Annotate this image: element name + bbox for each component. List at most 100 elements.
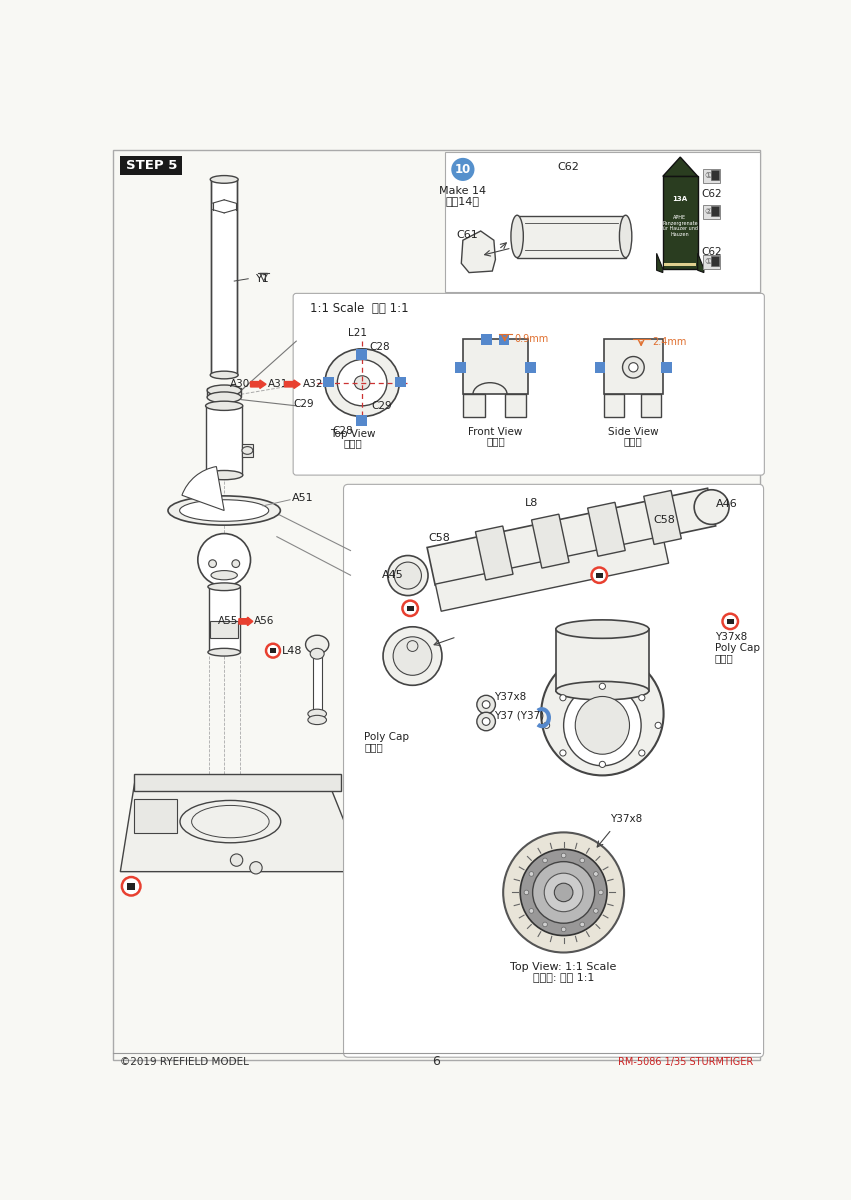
Ellipse shape bbox=[208, 583, 241, 590]
Circle shape bbox=[197, 534, 250, 586]
Circle shape bbox=[529, 871, 534, 876]
Polygon shape bbox=[643, 491, 682, 545]
Circle shape bbox=[544, 722, 550, 728]
Circle shape bbox=[543, 858, 547, 863]
Text: 侧视图: 侧视图 bbox=[624, 436, 643, 446]
Circle shape bbox=[599, 761, 605, 768]
Bar bbox=[356, 415, 367, 426]
Text: C29: C29 bbox=[371, 401, 392, 410]
Ellipse shape bbox=[388, 556, 428, 595]
Circle shape bbox=[524, 890, 528, 895]
Polygon shape bbox=[120, 775, 364, 871]
Bar bbox=[703, 169, 720, 182]
Ellipse shape bbox=[325, 349, 399, 416]
Ellipse shape bbox=[620, 215, 631, 258]
Bar bbox=[463, 395, 484, 418]
Text: A56: A56 bbox=[254, 617, 275, 626]
Text: 橡胶圈: 橡胶圈 bbox=[364, 742, 383, 752]
Bar bbox=[641, 395, 661, 418]
Ellipse shape bbox=[210, 175, 238, 184]
Polygon shape bbox=[476, 526, 513, 580]
Text: RM-5086 1/35 STURMTIGER: RM-5086 1/35 STURMTIGER bbox=[618, 1057, 753, 1067]
Bar bbox=[296, 296, 762, 472]
Text: C29: C29 bbox=[294, 400, 314, 409]
Bar bbox=[703, 254, 720, 269]
Text: 2.4mm: 2.4mm bbox=[653, 337, 687, 347]
Circle shape bbox=[383, 626, 442, 685]
Text: C62: C62 bbox=[701, 247, 722, 257]
Circle shape bbox=[483, 718, 490, 725]
Ellipse shape bbox=[211, 570, 237, 580]
Circle shape bbox=[477, 695, 495, 714]
Ellipse shape bbox=[168, 496, 280, 526]
Circle shape bbox=[232, 559, 240, 568]
Text: 制作14组: 制作14组 bbox=[446, 197, 480, 206]
Bar bbox=[206, 406, 242, 475]
Polygon shape bbox=[461, 232, 495, 272]
Circle shape bbox=[477, 713, 495, 731]
Polygon shape bbox=[427, 488, 716, 586]
FancyBboxPatch shape bbox=[344, 485, 763, 1057]
Text: C58: C58 bbox=[654, 515, 676, 524]
Ellipse shape bbox=[354, 376, 370, 390]
Bar bbox=[604, 338, 663, 395]
Ellipse shape bbox=[337, 360, 387, 406]
FancyArrow shape bbox=[250, 380, 266, 389]
Circle shape bbox=[208, 559, 216, 568]
Ellipse shape bbox=[206, 401, 243, 410]
Ellipse shape bbox=[575, 696, 630, 755]
Bar bbox=[445, 151, 760, 292]
Circle shape bbox=[629, 362, 638, 372]
Text: A46: A46 bbox=[716, 499, 737, 509]
Ellipse shape bbox=[242, 446, 253, 455]
Bar bbox=[395, 377, 406, 388]
Polygon shape bbox=[698, 253, 704, 272]
Text: 橡胶圈: 橡胶圈 bbox=[715, 653, 734, 664]
FancyArrow shape bbox=[239, 617, 253, 625]
Text: C62: C62 bbox=[557, 162, 580, 172]
Bar bbox=[665, 263, 696, 266]
Bar bbox=[556, 629, 648, 691]
Text: Poly Cap: Poly Cap bbox=[364, 732, 409, 742]
Ellipse shape bbox=[308, 715, 327, 725]
Bar bbox=[323, 377, 334, 388]
Bar bbox=[525, 362, 536, 373]
Bar bbox=[703, 205, 720, 218]
Ellipse shape bbox=[511, 215, 523, 258]
Ellipse shape bbox=[563, 685, 641, 766]
Text: Y1: Y1 bbox=[256, 274, 270, 283]
Circle shape bbox=[598, 890, 603, 895]
Text: C58: C58 bbox=[429, 533, 450, 544]
Ellipse shape bbox=[308, 709, 327, 719]
Circle shape bbox=[593, 908, 598, 913]
Polygon shape bbox=[657, 253, 663, 272]
Bar bbox=[663, 176, 698, 269]
Text: APHE
Panzergrenate
für Hauzer und
Hauzen: APHE Panzergrenate für Hauzer und Hauzen bbox=[661, 215, 699, 238]
Circle shape bbox=[591, 568, 607, 583]
Text: Poly Cap: Poly Cap bbox=[715, 643, 760, 653]
Bar bbox=[711, 206, 718, 216]
Text: Top View: 1:1 Scale: Top View: 1:1 Scale bbox=[511, 961, 617, 972]
Text: A45: A45 bbox=[381, 570, 403, 581]
Bar bbox=[242, 444, 253, 457]
Circle shape bbox=[503, 833, 624, 953]
Circle shape bbox=[722, 613, 738, 629]
Circle shape bbox=[451, 158, 475, 181]
Circle shape bbox=[403, 601, 418, 616]
Circle shape bbox=[593, 871, 598, 876]
Bar bbox=[711, 170, 718, 180]
Circle shape bbox=[562, 853, 566, 858]
Ellipse shape bbox=[207, 385, 241, 396]
Text: ①: ① bbox=[704, 172, 711, 180]
Circle shape bbox=[122, 877, 140, 895]
Text: 顶视图: 比例 1:1: 顶视图: 比例 1:1 bbox=[533, 972, 594, 982]
Circle shape bbox=[393, 637, 431, 676]
Circle shape bbox=[560, 695, 566, 701]
FancyArrow shape bbox=[284, 380, 300, 389]
Text: 6: 6 bbox=[431, 1055, 440, 1068]
Text: ①: ① bbox=[704, 257, 711, 266]
Circle shape bbox=[266, 643, 280, 658]
Text: 顶视图: 顶视图 bbox=[344, 438, 363, 448]
Text: Top View: Top View bbox=[330, 428, 375, 439]
Text: A30: A30 bbox=[230, 379, 249, 389]
